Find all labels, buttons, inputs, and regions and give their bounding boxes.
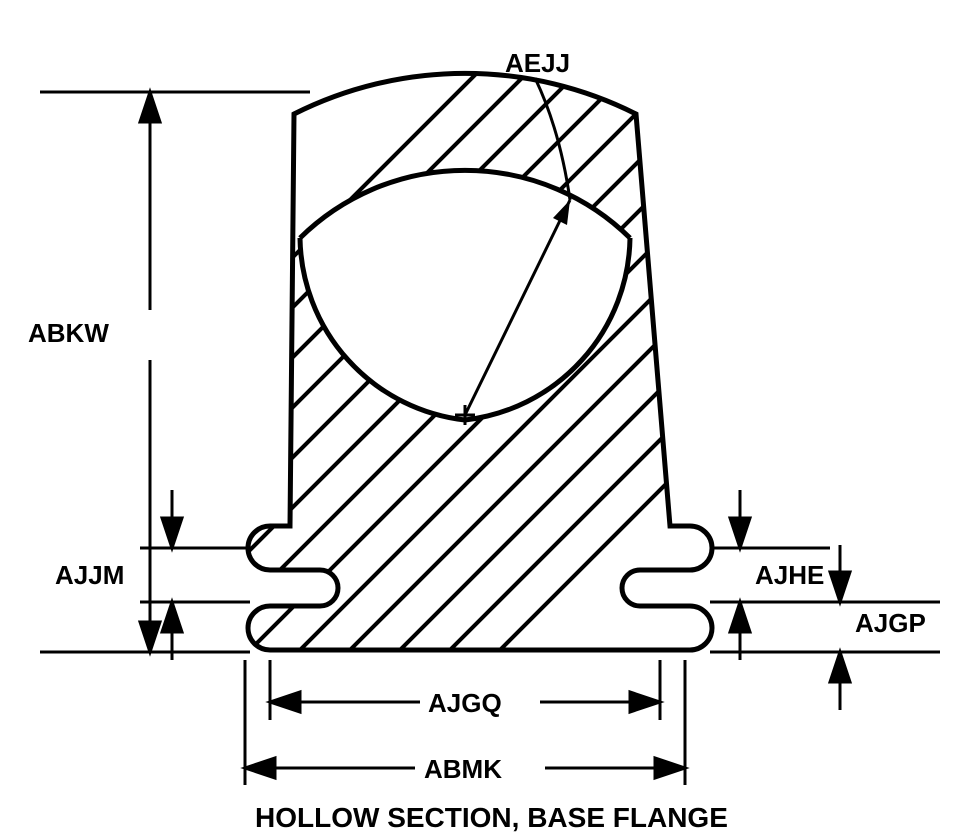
hollow-region <box>300 170 630 420</box>
label-abmk: ABMK <box>424 754 502 785</box>
label-ajgq: AJGQ <box>428 688 502 719</box>
label-ajhe: AJHE <box>755 560 824 591</box>
label-ajgp: AJGP <box>855 608 926 639</box>
label-ajjm: AJJM <box>55 560 124 591</box>
label-aejj: AEJJ <box>505 48 570 79</box>
diagram-title: HOLLOW SECTION, BASE FLANGE <box>255 802 728 834</box>
label-abkw: ABKW <box>28 318 109 349</box>
